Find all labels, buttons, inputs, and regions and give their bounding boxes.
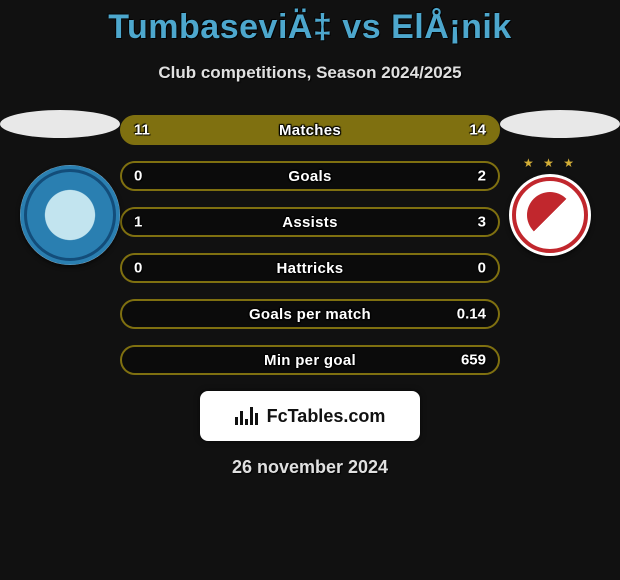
- stat-row: Goals per match 0.14: [120, 299, 500, 329]
- player-left-avatar: [0, 110, 120, 138]
- stat-row: Min per goal 659: [120, 345, 500, 375]
- stat-value-right: 3: [478, 214, 486, 231]
- stat-value-left: 0: [134, 168, 142, 185]
- content-area: ★ ★ ★ 11 Matches 14 0 Goals 2 1 Assists 3 0 Hattri…: [0, 115, 620, 478]
- source-logo-text: FcTables.com: [267, 406, 386, 427]
- page-title: TumbaseviÄ‡ vs ElÅ¡nik: [0, 0, 620, 47]
- stat-row: 0 Goals 2: [120, 161, 500, 191]
- stat-value-right: 0.14: [457, 306, 486, 323]
- stat-row: 0 Hattricks 0: [120, 253, 500, 283]
- stat-label: Assists: [282, 214, 337, 231]
- stat-value-right: 2: [478, 168, 486, 185]
- logo-bars-icon: [235, 407, 261, 425]
- comparison-card: TumbaseviÄ‡ vs ElÅ¡nik Club competitions…: [0, 0, 620, 580]
- footer-date: 26 november 2024: [0, 457, 620, 478]
- club-right-badge: ★ ★ ★: [500, 165, 600, 265]
- stats-list: 11 Matches 14 0 Goals 2 1 Assists 3 0 Hattricks 0 Go…: [120, 115, 500, 375]
- stat-label: Hattricks: [277, 260, 344, 277]
- stat-row: 11 Matches 14: [120, 115, 500, 145]
- stat-row: 1 Assists 3: [120, 207, 500, 237]
- player-right-avatar: [500, 110, 620, 138]
- stat-label: Min per goal: [264, 352, 356, 369]
- stat-value-right: 14: [469, 122, 486, 139]
- stat-label: Matches: [279, 122, 341, 139]
- page-subtitle: Club competitions, Season 2024/2025: [0, 63, 620, 83]
- stat-value-left: 1: [134, 214, 142, 231]
- stat-value-left: 0: [134, 260, 142, 277]
- stat-label: Goals per match: [249, 306, 371, 323]
- club-left-badge: [20, 165, 120, 265]
- source-logo: FcTables.com: [200, 391, 420, 441]
- stat-value-right: 659: [461, 352, 486, 369]
- stat-label: Goals: [288, 168, 331, 185]
- stat-value-left: 11: [134, 122, 150, 139]
- stat-value-right: 0: [478, 260, 486, 277]
